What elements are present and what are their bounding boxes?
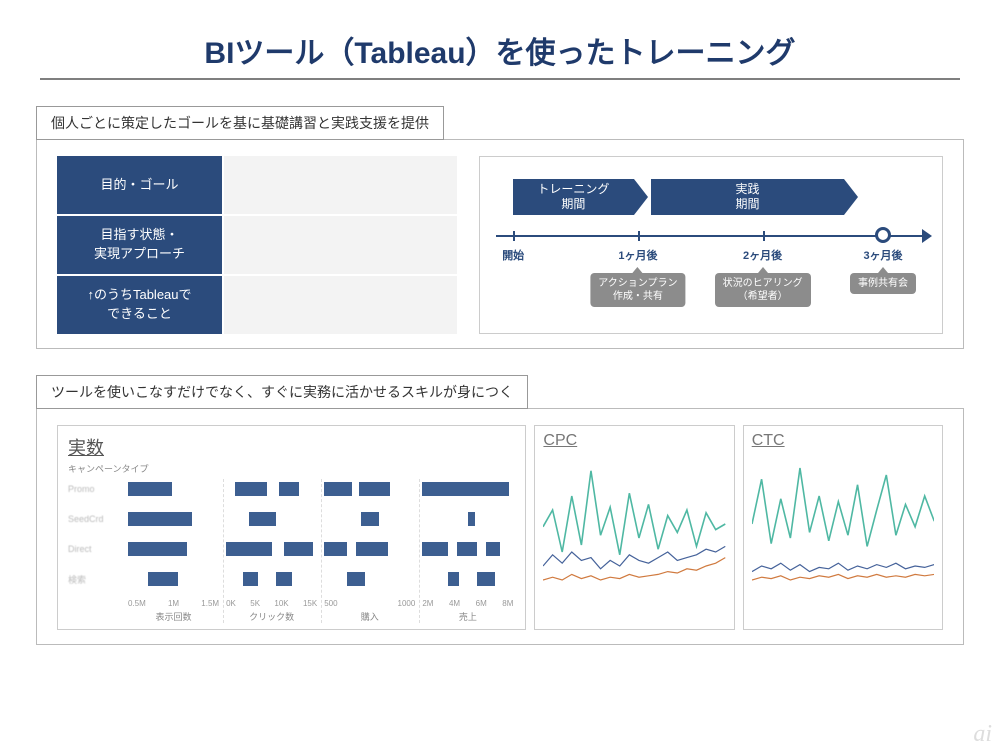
matrix-head: 目指す状態・実現アプローチ xyxy=(57,216,222,274)
goal-matrix: 目的・ゴール目指す状態・実現アプローチ↑のうちTableauでできること xyxy=(57,156,457,334)
bar-row-label: Promo xyxy=(68,479,126,499)
timeline-tick-label: 開始 xyxy=(502,247,524,263)
section-label: 個人ごとに策定したゴールを基に基礎講習と実践支援を提供 xyxy=(36,106,444,140)
matrix-cell xyxy=(222,276,457,334)
title-rule xyxy=(40,78,960,80)
dashboard-cpc-panel: CPC xyxy=(534,425,734,630)
page-title: BIツール（Tableau）を使ったトレーニング xyxy=(40,28,960,72)
timeline: トレーニング期間実践期間 開始 1ヶ月後 2ヶ月後 3ヶ月後 アクションプラン作成・共… xyxy=(479,156,943,334)
bar-panel-subtitle: キャンペーンタイプ xyxy=(68,462,515,475)
bar-xlabel: 売上 xyxy=(422,610,513,623)
bar-xlabel: 購入 xyxy=(324,610,415,623)
matrix-cell xyxy=(222,216,457,274)
timeline-milestone: アクションプラン作成・共有 xyxy=(590,273,685,307)
matrix-head: ↑のうちTableauでできること xyxy=(57,276,222,334)
timeline-tick-label: 2ヶ月後 xyxy=(743,247,782,263)
bar-column: 0K5K10K15Kクリック数 xyxy=(223,479,319,623)
section-skills: ツールを使いこなすだけでなく、すぐに実務に活かせるスキルが身につく 実数 キャン… xyxy=(36,375,964,645)
timeline-milestone: 事例共有会 xyxy=(850,273,916,294)
section-label: ツールを使いこなすだけでなく、すぐに実務に活かせるスキルが身につく xyxy=(36,375,528,409)
dashboard-bar-panel: 実数 キャンペーンタイプ Promo SeedCrd Direct 検索 0.5M1M… xyxy=(57,425,526,630)
bar-panel-title: 実数 xyxy=(68,434,515,460)
timeline-tick-label: 3ヶ月後 xyxy=(863,247,902,263)
bar-row-label: SeedCrd xyxy=(68,509,126,529)
matrix-cell xyxy=(222,156,457,214)
timeline-tick-label: 1ヶ月後 xyxy=(618,247,657,263)
bar-xlabel: 表示回数 xyxy=(128,610,219,623)
timeline-phase: トレーニング期間 xyxy=(513,179,633,215)
bar-row-label: 検索 xyxy=(68,569,126,589)
timeline-milestone: 状況のヒアリング（希望者） xyxy=(715,273,811,307)
bar-column: 2M4M6M8M売上 xyxy=(419,479,515,623)
mini-title: CPC xyxy=(543,432,725,450)
timeline-phase: 実践期間 xyxy=(651,179,845,215)
section-training: 個人ごとに策定したゴールを基に基礎講習と実践支援を提供 目的・ゴール目指す状態・… xyxy=(36,106,964,349)
bar-column: 0.5M1M1.5M表示回数 xyxy=(126,479,221,623)
matrix-head: 目的・ゴール xyxy=(57,156,222,214)
mini-title: CTC xyxy=(752,432,934,450)
watermark: ai xyxy=(973,721,992,748)
bar-xlabel: クリック数 xyxy=(226,610,317,623)
bar-row-label: Direct xyxy=(68,539,126,559)
dashboard-ctc-panel: CTC xyxy=(743,425,943,630)
bar-column: 5001000購入 xyxy=(321,479,417,623)
